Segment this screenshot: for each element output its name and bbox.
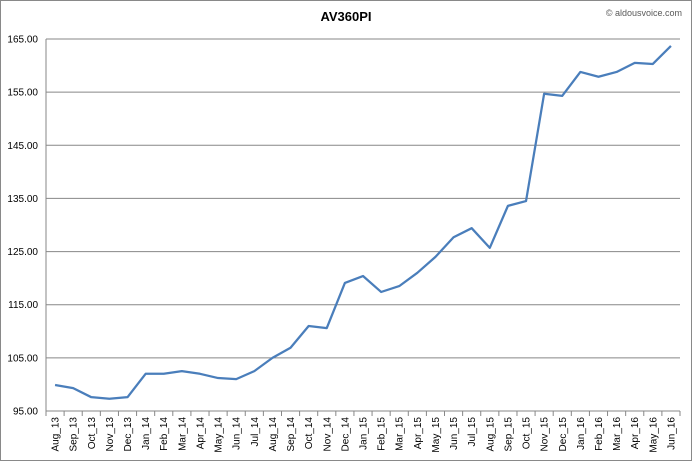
y-tick-label: 165.00 [7,35,38,46]
x-tick-label: Mar_15 [395,417,406,451]
x-tick-label: Nov_15 [540,417,551,452]
x-tick-label: Oct_14 [304,417,315,450]
y-tick-label: 115.00 [8,300,38,311]
x-tick-label: Mar_16 [612,417,623,451]
x-tick-label: Jan_14 [141,417,152,450]
x-tick-label: Apr_15 [413,417,424,450]
y-tick-label: 145.00 [7,141,38,152]
x-tick-label: Dec_15 [558,417,569,452]
x-tick-label: Jun_15 [449,417,460,450]
y-tick-label: 135.00 [7,194,38,205]
x-tick-label: Jul_15 [467,417,478,447]
x-tick-label: Nov_13 [105,417,116,452]
y-tick-label: 125.00 [7,247,38,258]
x-tick-label: Jun_14 [232,417,243,450]
x-tick-label: Dec_14 [340,417,351,452]
x-tick-label: Jul_14 [250,417,261,447]
x-tick-label: Sep_13 [69,417,80,452]
x-tick-label: May_15 [431,417,442,453]
x-tick-label: May_14 [214,417,225,453]
x-tick-label: Feb_15 [377,417,388,451]
x-tick-label: Sep_14 [286,417,297,452]
x-tick-label: Feb_16 [594,417,605,451]
x-tick-label: Oct_15 [522,417,533,450]
x-tick-label: Aug_13 [51,417,62,452]
y-tick-label: 95.00 [13,407,38,418]
x-tick-label: Jan_16 [576,417,587,450]
x-tick-label: May_16 [648,417,659,453]
chart-title: AV360PI [320,9,371,24]
data-line [54,45,672,400]
x-tick-label: Nov_14 [322,417,333,452]
x-tick-label: Oct_13 [87,417,98,450]
x-tick-label: Aug_15 [485,417,496,452]
x-tick-label: Jun_16 [666,417,677,450]
x-tick-label: Apr_16 [630,417,641,450]
x-tick-label: Aug_14 [268,417,279,452]
x-tick-label: Dec_13 [123,417,134,452]
x-tick-label: Sep_15 [503,417,514,452]
source-note: © aldousvoice.com [606,8,682,18]
x-tick-label: Feb_14 [159,417,170,451]
x-tick-label: Apr_14 [195,417,206,450]
y-tick-label: 105.00 [7,353,38,364]
x-tick-label: Mar_14 [177,417,188,451]
x-tick-label: Jan_15 [359,417,370,450]
y-tick-label: 155.00 [7,88,38,99]
